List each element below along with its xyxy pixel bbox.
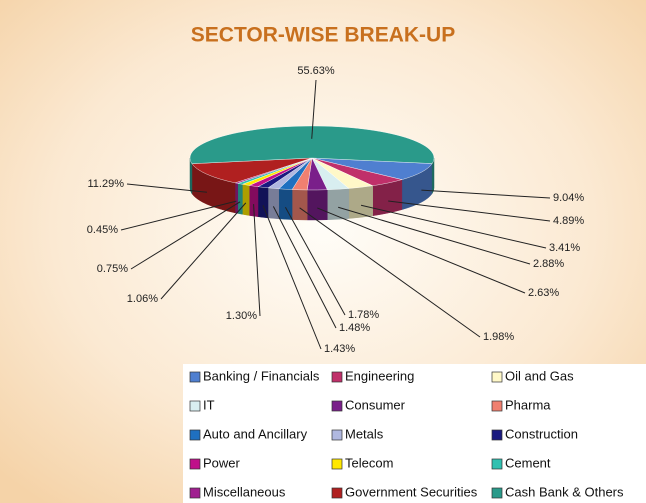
data-label: 3.41%	[549, 242, 580, 254]
slice	[189, 125, 435, 164]
legend-swatch	[189, 487, 201, 499]
legend-swatch	[331, 371, 343, 383]
data-label: 2.88%	[533, 258, 564, 270]
leader-line	[126, 183, 208, 193]
legend-label: Auto and Ancillary	[203, 426, 308, 441]
data-label: 1.98%	[483, 331, 514, 343]
leader-line	[130, 201, 241, 270]
data-label: 4.89%	[553, 215, 584, 227]
legend-label: Cash Bank & Others	[505, 484, 624, 499]
data-label: 2.63%	[528, 287, 559, 299]
data-label: 1.30%	[226, 310, 257, 322]
legend-label: Consumer	[345, 397, 406, 412]
slice	[191, 157, 313, 184]
data-label: 1.06%	[127, 293, 158, 305]
data-label: 1.48%	[339, 322, 370, 334]
legend-label: Engineering	[345, 368, 414, 383]
legend-label: IT	[203, 397, 215, 412]
legend-swatch	[331, 458, 343, 470]
leader-line	[317, 207, 526, 294]
legend-swatch	[491, 371, 503, 383]
legend-label: Miscellaneous	[203, 484, 286, 499]
data-label: 0.75%	[97, 263, 128, 275]
legend-swatch	[491, 458, 503, 470]
legend-label: Pharma	[505, 397, 551, 412]
legend-label: Banking / Financials	[203, 368, 320, 383]
data-label: 1.78%	[348, 309, 379, 321]
legend-swatch	[331, 487, 343, 499]
legend-label: Metals	[345, 426, 384, 441]
data-label: 9.04%	[553, 192, 584, 204]
data-label: 0.45%	[87, 224, 118, 236]
slice-side	[291, 189, 308, 221]
legend-swatch	[189, 458, 201, 470]
leader-line	[160, 202, 247, 300]
leader-line	[284, 206, 346, 316]
slice-side	[234, 182, 239, 214]
chart-title: SECTOR-WISE BREAK-UP	[191, 24, 455, 47]
legend-label: Power	[203, 455, 241, 470]
legend-label: Cement	[505, 455, 551, 470]
legend-label: Construction	[505, 426, 578, 441]
leader-line	[120, 200, 237, 231]
legend-swatch	[189, 400, 201, 412]
legend-label: Oil and Gas	[505, 368, 574, 383]
leader-line	[360, 204, 547, 249]
data-label: 11.29%	[88, 178, 125, 190]
data-label: 1.43%	[324, 343, 355, 355]
leader-line	[299, 207, 481, 338]
legend-swatch	[189, 371, 201, 383]
leader-line	[388, 200, 551, 222]
leader-line	[262, 205, 322, 350]
legend-label: Telecom	[345, 455, 393, 470]
slice-side	[327, 188, 350, 221]
legend-swatch	[331, 429, 343, 441]
data-label: 55.63%	[297, 65, 335, 77]
legend-swatch	[331, 400, 343, 412]
legend-swatch	[491, 487, 503, 499]
legend-swatch	[491, 429, 503, 441]
slice-side	[242, 183, 250, 216]
leader-line	[338, 206, 531, 265]
legend-label: Government Securities	[345, 484, 478, 499]
legend-box	[183, 364, 646, 503]
legend-swatch	[189, 429, 201, 441]
legend-swatch	[491, 400, 503, 412]
leader-line	[311, 79, 317, 139]
leader-line	[272, 206, 337, 329]
leader-line	[253, 204, 261, 317]
leader-line	[421, 189, 551, 199]
